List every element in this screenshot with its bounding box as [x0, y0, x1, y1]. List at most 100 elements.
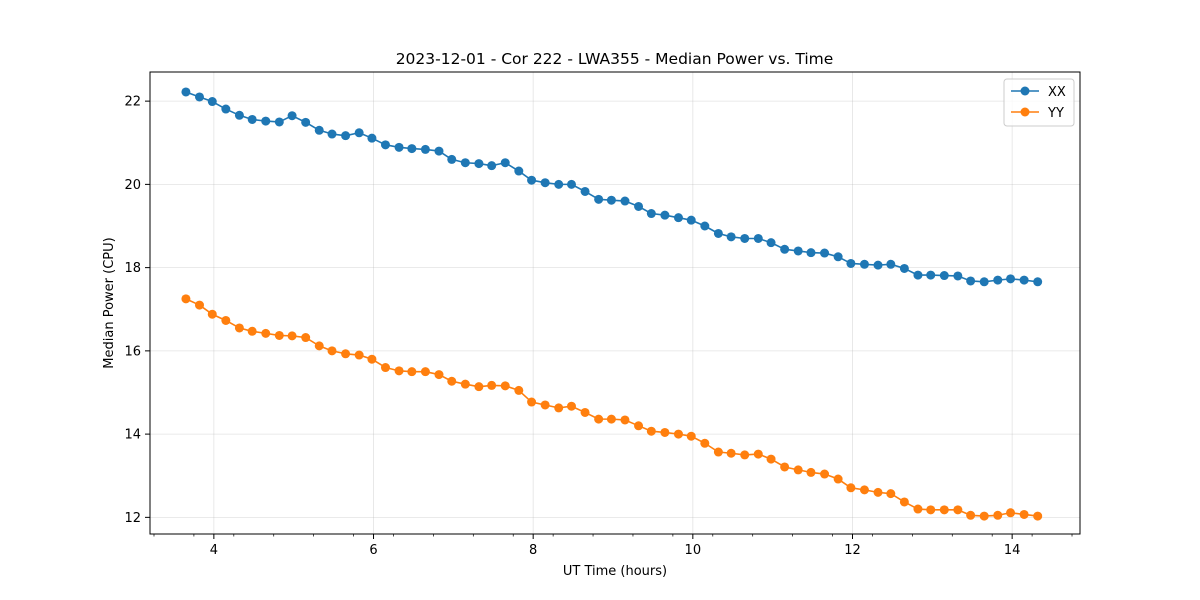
data-point-yy [634, 421, 644, 431]
x-tick-label: 14 [1004, 543, 1021, 558]
data-point-yy [939, 505, 949, 515]
data-point-xx [367, 133, 377, 143]
data-point-xx [1019, 275, 1029, 285]
data-point-yy [899, 497, 909, 507]
data-point-yy [354, 350, 364, 360]
data-point-xx [939, 271, 949, 281]
data-point-xx [474, 159, 484, 169]
legend-label-yy: YY [1047, 106, 1064, 121]
data-point-xx [327, 129, 337, 139]
data-point-xx [780, 244, 790, 254]
data-point-xx [181, 87, 191, 97]
data-point-yy [261, 328, 271, 338]
data-point-yy [487, 380, 497, 390]
data-point-xx [620, 196, 630, 206]
data-point-xx [527, 175, 537, 185]
data-point-yy [686, 431, 696, 441]
data-point-yy [606, 414, 616, 424]
data-point-xx [726, 232, 736, 242]
series-xx [181, 87, 1043, 287]
data-point-yy [447, 376, 457, 386]
data-point-yy [527, 397, 537, 407]
data-point-xx [913, 270, 923, 280]
data-point-yy [806, 467, 816, 477]
y-tick-label: 22 [124, 95, 141, 110]
data-point-xx [566, 179, 576, 189]
data-point-xx [394, 142, 404, 152]
data-point-yy [873, 487, 883, 497]
data-point-yy [1006, 508, 1016, 518]
legend-label-xx: XX [1048, 85, 1066, 100]
data-point-xx [846, 258, 856, 268]
x-tick-label: 10 [685, 543, 702, 558]
data-point-yy [434, 370, 444, 380]
data-point-yy [221, 315, 231, 325]
data-point-yy [886, 489, 896, 499]
series-layer [181, 87, 1043, 521]
data-point-yy [301, 333, 311, 343]
data-point-xx [979, 277, 989, 287]
data-point-xx [514, 166, 524, 176]
data-point-yy [274, 330, 284, 340]
plot-frame [149, 71, 1081, 535]
data-point-yy [993, 510, 1003, 520]
y-tick-label: 16 [124, 344, 141, 359]
data-point-xx [740, 233, 750, 243]
data-point-xx [966, 276, 976, 286]
data-point-xx [646, 209, 656, 219]
data-point-yy [514, 385, 524, 395]
data-point-xx [540, 178, 550, 188]
data-point-yy [673, 429, 683, 439]
data-point-xx [194, 92, 204, 102]
data-point-yy [500, 381, 510, 391]
data-point-xx [793, 246, 803, 256]
data-point-yy [820, 469, 830, 479]
data-point-yy [420, 367, 430, 377]
axes: 4 6 8 10 12 14 12 14 16 18 20 22 [124, 95, 1073, 558]
data-point-xx [207, 97, 217, 107]
data-point-yy [181, 294, 191, 304]
data-point-xx [886, 259, 896, 269]
data-point-xx [487, 161, 497, 171]
data-point-xx [953, 271, 963, 281]
data-point-yy [554, 403, 564, 413]
data-point-yy [833, 474, 843, 484]
data-point-xx [274, 117, 284, 127]
grid-lines [150, 72, 1080, 534]
data-point-yy [780, 462, 790, 472]
data-point-xx [380, 140, 390, 150]
data-point-yy [367, 354, 377, 364]
data-point-xx [354, 128, 364, 138]
series-yy [181, 294, 1043, 521]
x-axis-label: UT Time (hours) [563, 564, 667, 579]
data-point-xx [500, 158, 510, 168]
data-point-xx [926, 270, 936, 280]
data-point-yy [846, 483, 856, 493]
data-point-yy [1019, 509, 1029, 519]
data-point-yy [460, 379, 470, 389]
data-point-xx [873, 260, 883, 270]
data-point-xx [993, 275, 1003, 285]
data-point-xx [806, 248, 816, 258]
data-point-xx [234, 110, 244, 120]
data-point-xx [766, 238, 776, 248]
data-point-yy [594, 414, 604, 424]
data-point-yy [740, 450, 750, 460]
data-point-xx [1033, 277, 1043, 287]
data-point-xx [580, 186, 590, 196]
y-tick-label: 14 [124, 428, 141, 443]
y-tick-label: 18 [124, 261, 141, 276]
data-point-yy [247, 326, 257, 336]
data-point-yy [913, 504, 923, 514]
data-point-yy [700, 438, 710, 448]
y-tick-label: 20 [124, 178, 141, 193]
data-point-yy [793, 465, 803, 475]
data-point-xx [1006, 274, 1016, 284]
data-point-yy [646, 426, 656, 436]
x-tick-label: 12 [844, 543, 861, 558]
data-point-yy [766, 454, 776, 464]
x-tick-label: 4 [210, 543, 218, 558]
data-point-yy [287, 331, 297, 341]
data-point-xx [420, 144, 430, 154]
data-point-yy [713, 447, 723, 457]
